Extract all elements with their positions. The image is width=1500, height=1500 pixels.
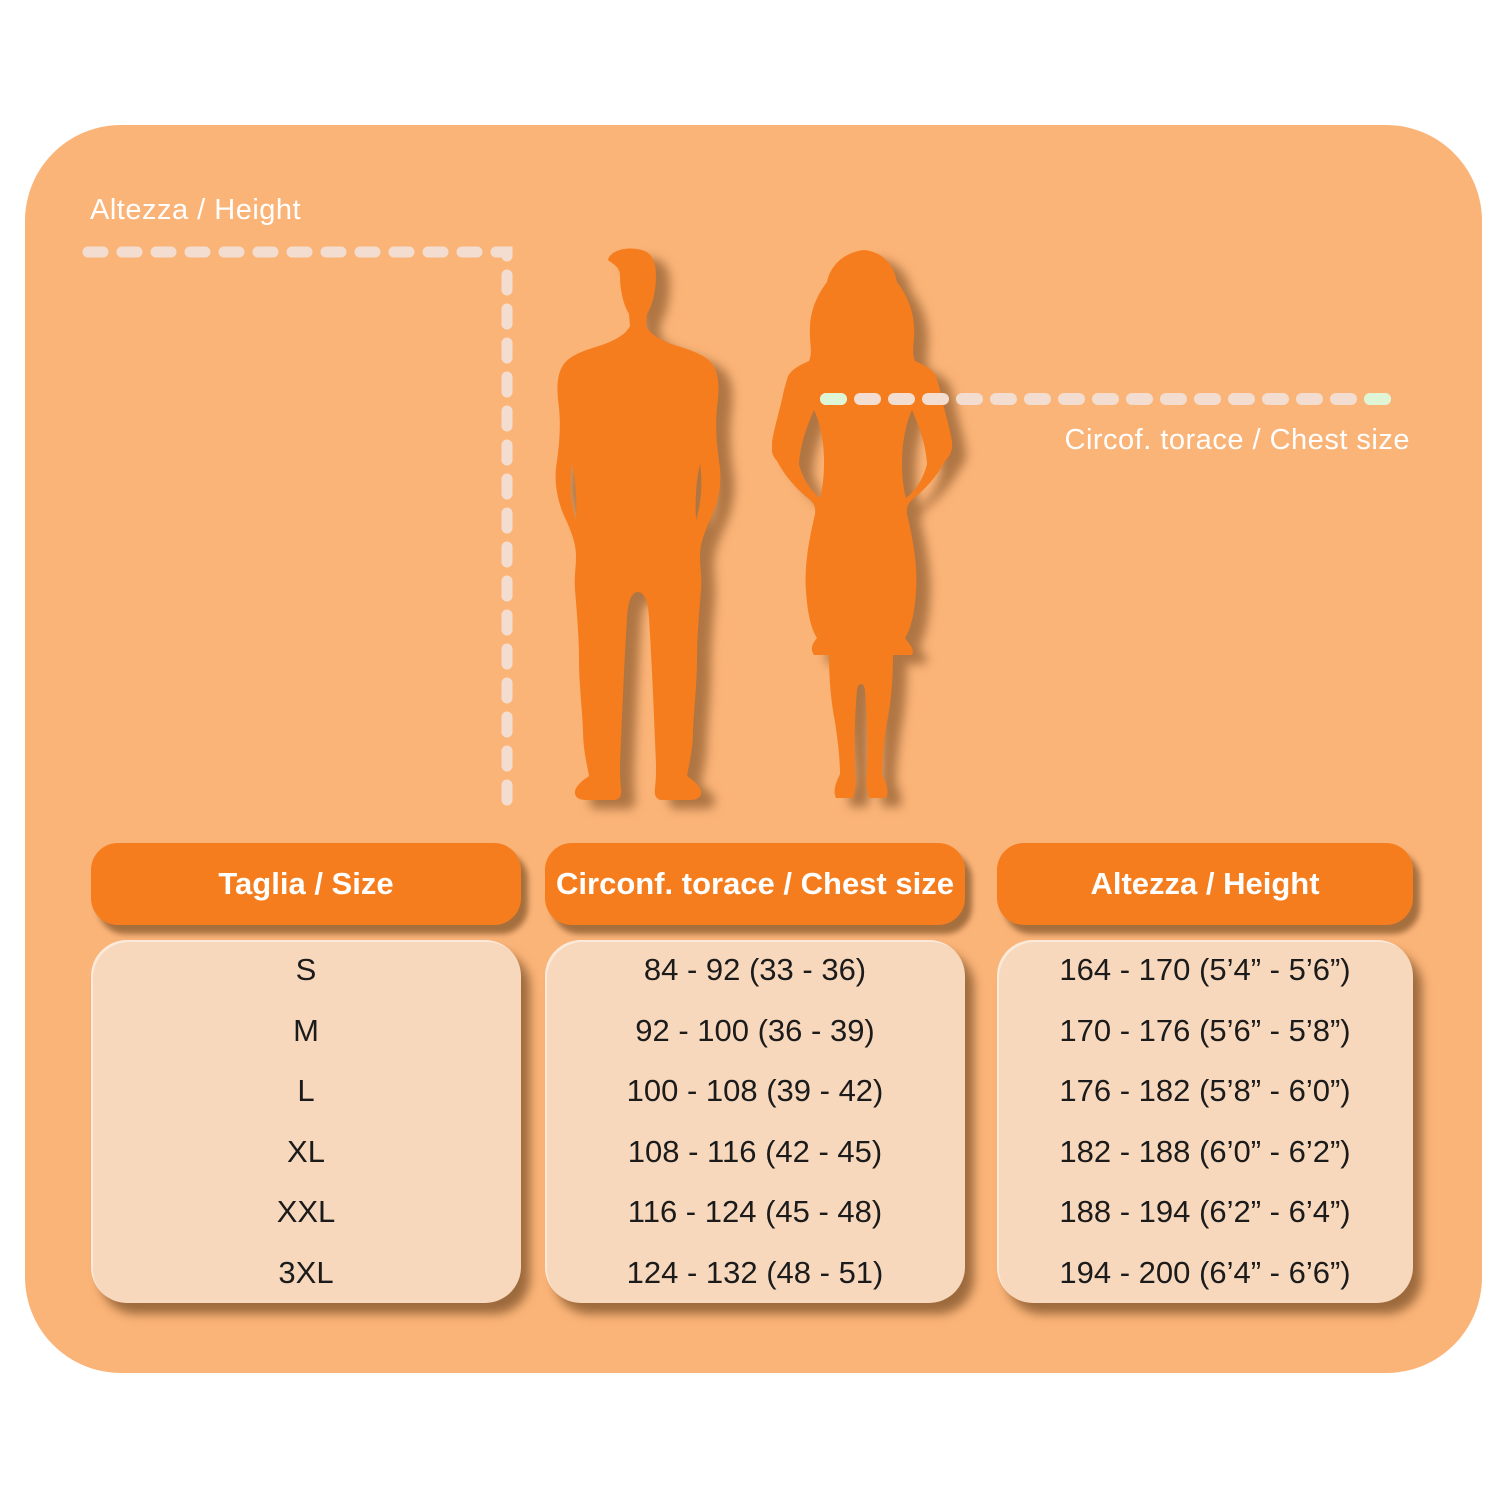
chest-cell-xl: 108 - 116 (42 - 45) — [627, 1133, 883, 1169]
height-measure-label: Altezza / Height — [90, 194, 302, 226]
header-chest-size: Circonf. torace / Chest size — [545, 843, 965, 925]
panel-size: S M L XL XXL 3XL — [91, 940, 521, 1303]
chest-cell-l: 100 - 108 (39 - 42) — [626, 1073, 884, 1108]
panel-height: 164 - 170 (5’4” - 5’6”) 170 - 176 (5’6” … — [997, 940, 1413, 1303]
chest-measure-label: Circof. torace / Chest size — [1064, 424, 1410, 456]
size-cell-l: L — [297, 1073, 315, 1108]
height-cell-m: 170 - 176 (5’6” - 5’8”) — [1059, 1012, 1351, 1048]
height-cell-l: 176 - 182 (5’8” - 6’0”) — [1059, 1073, 1351, 1108]
chest-cell-m: 92 - 100 (36 - 39) — [635, 1012, 875, 1048]
size-cell-m: M — [293, 1012, 319, 1048]
chest-cell-s: 84 - 92 (33 - 36) — [643, 952, 867, 987]
height-cell-xl: 182 - 188 (6’0” - 6’2”) — [1059, 1133, 1351, 1169]
chest-cell-3xl: 124 - 132 (48 - 51) — [626, 1254, 884, 1290]
height-cell-s: 164 - 170 (5’4” - 5’6”) — [1059, 952, 1351, 987]
height-cell-3xl: 194 - 200 (6’4” - 6’6”) — [1059, 1254, 1351, 1290]
height-cell-xxl: 188 - 194 (6’2” - 6’4”) — [1059, 1194, 1351, 1229]
size-cell-3xl: 3XL — [278, 1254, 334, 1290]
header-taglia-size: Taglia / Size — [91, 843, 521, 925]
size-cell-xxl: XXL — [276, 1194, 336, 1229]
size-cell-s: S — [295, 952, 317, 987]
chest-cell-xxl: 116 - 124 (45 - 48) — [627, 1194, 883, 1229]
woman-silhouette-icon — [772, 248, 954, 804]
man-silhouette-icon — [550, 246, 722, 803]
panel-chest: 84 - 92 (33 - 36) 92 - 100 (36 - 39) 100… — [545, 940, 965, 1303]
header-altezza-height: Altezza / Height — [997, 843, 1413, 925]
size-cell-xl: XL — [287, 1133, 325, 1169]
